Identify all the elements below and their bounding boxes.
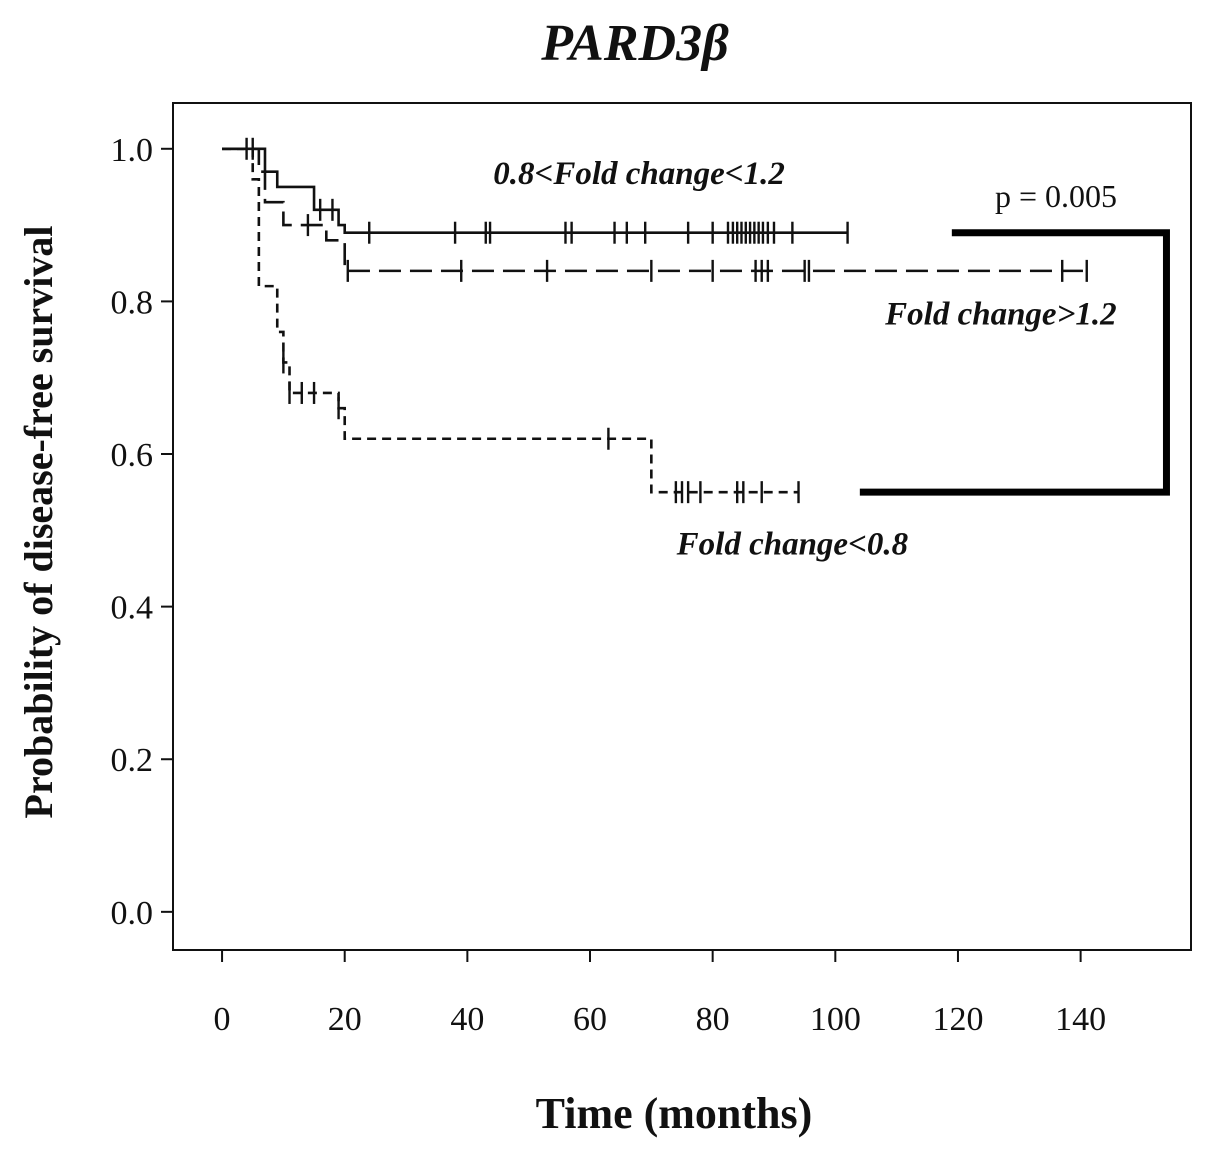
p-value-label: p = 0.005: [995, 178, 1117, 214]
x-tick-label: 80: [696, 1001, 730, 1038]
survival-curve-2: [222, 147, 1087, 273]
curve-label-3: Fold change<0.8: [676, 527, 908, 563]
y-axis-label: Probability of disease-free survival: [16, 226, 61, 819]
x-axis: 0 20 40 60 80 100 120 140: [214, 950, 1106, 1038]
series-3: [222, 147, 800, 504]
curve-label-1: 0.8<Fold change<1.2: [493, 156, 785, 192]
x-tick-label: 120: [932, 1001, 983, 1038]
series-layer: [222, 137, 1088, 504]
x-tick-label: 40: [450, 1001, 484, 1038]
chart-title: PARD3β: [540, 15, 729, 72]
x-tick-label: 140: [1055, 1001, 1106, 1038]
x-tick-label: 60: [573, 1001, 607, 1038]
curve-label-2: Fold change>1.2: [884, 296, 1116, 332]
y-tick-label: 0.6: [111, 437, 154, 474]
survival-curve-3: [222, 147, 799, 494]
x-axis-label: Time (months): [536, 1089, 813, 1138]
y-tick-label: 0.4: [111, 590, 154, 627]
annotation-layer: 0.8<Fold change<1.2 Fold change>1.2 Fold c…: [493, 156, 1116, 563]
y-tick-label: 0.8: [111, 284, 154, 321]
survival-curve-1: [222, 147, 848, 235]
y-tick-label: 1.0: [111, 132, 154, 169]
series-1: [222, 137, 849, 244]
x-tick-label: 0: [214, 1001, 231, 1038]
comparison-bracket-group: p = 0.005: [859, 178, 1170, 496]
y-tick-label: 0.2: [111, 742, 154, 779]
y-tick-label: 0.0: [111, 895, 154, 932]
x-tick-label: 100: [810, 1001, 861, 1038]
x-tick-label: 20: [328, 1001, 362, 1038]
y-axis: 0.0 0.2 0.4 0.6 0.8 1.0: [111, 132, 173, 932]
significance-bracket: [859, 229, 1170, 496]
plot-frame: [172, 102, 1192, 951]
